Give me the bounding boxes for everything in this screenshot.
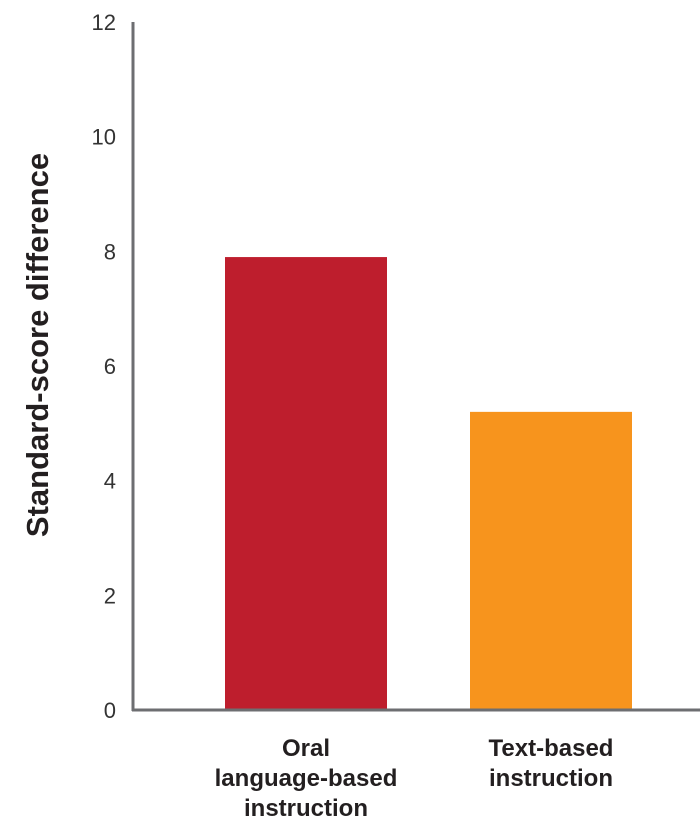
x-axis-labels: Oral language-based instruction Text-based i… (215, 735, 614, 822)
bar (225, 257, 387, 710)
x-category-label: language-based (215, 765, 398, 792)
x-category-label: Text-based (489, 735, 614, 762)
y-tick-label: 10 (92, 125, 116, 150)
y-tick-label: 6 (104, 354, 116, 379)
x-category-label: Oral (282, 735, 330, 762)
y-axis-ticks: 0 2 4 6 8 10 12 (92, 10, 116, 723)
bar (470, 411, 632, 710)
y-tick-label: 12 (92, 10, 116, 35)
x-category-label: instruction (489, 765, 613, 792)
y-axis-title: Standard-score difference (20, 153, 55, 537)
y-tick-label: 4 (104, 469, 116, 494)
y-tick-label: 2 (104, 583, 116, 608)
x-category-label: instruction (244, 795, 368, 822)
bars (225, 257, 632, 710)
y-tick-label: 8 (104, 239, 116, 264)
y-tick-label: 0 (104, 698, 116, 723)
